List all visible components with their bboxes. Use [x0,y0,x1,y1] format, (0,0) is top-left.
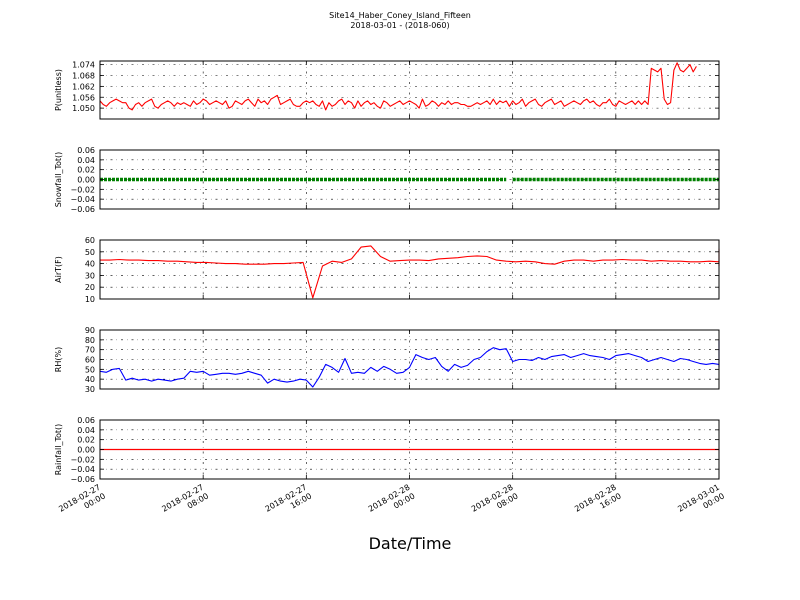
y-tick-label: 40 [85,375,95,384]
y-tick-label: 30 [85,385,95,394]
y-tick-label: 20 [85,283,95,292]
x-axis-label: Date/Time [368,534,452,553]
y-tick-label: −0.04 [70,465,95,474]
y-tick-label: 1.068 [72,72,95,81]
y-tick-label: 60 [85,236,95,245]
y-tick-label: 0.00 [77,446,95,455]
y-tick-label: −0.06 [70,205,95,214]
rainfall-panel: −0.06−0.04−0.020.000.020.040.06 Rainfall_… [54,416,720,484]
y-tick-label: 0.06 [77,416,95,425]
y-tick-label: −0.04 [70,195,95,204]
y-tick-label: 1.056 [72,93,95,102]
y-tick-label: 0.04 [77,156,95,165]
y-tick-label: 0.02 [77,166,95,175]
snowfall-panel: −0.06−0.04−0.020.000.020.040.06 Snowfall_… [54,146,720,214]
y-tick-label: −0.06 [70,475,95,484]
y-tick-label: 1.050 [72,104,95,113]
air-temp-panel: 10 20 30 40 50 60 AirT(F) [54,236,720,304]
y-tick-label: 80 [85,336,95,345]
y-tick-label: 30 [85,271,95,280]
y-tick-label: −0.02 [70,185,95,194]
y-axis-label: Snowfall_Tot() [54,152,63,208]
axes-frame [99,60,720,120]
y-tick-label: 40 [85,260,95,269]
y-tick-label: 50 [85,248,95,257]
y-tick-label: 10 [85,295,95,304]
y-tick-label: −0.02 [70,455,95,464]
y-tick-label: 70 [85,346,95,355]
y-tick-label: 0.06 [77,146,95,155]
y-tick-label: 1.062 [72,82,95,91]
axes-frame [99,239,720,300]
figure-subtitle: 2018-03-01 - (2018-060) [350,21,450,30]
y-tick-label: 0.04 [77,426,95,435]
y-axis-label: Rainfall_Tot() [54,424,63,476]
y-tick-label: 60 [85,356,95,365]
y-tick-label: 0.00 [77,176,95,185]
y-axis-label: P(unitless) [54,69,63,111]
series-line [99,62,697,111]
y-tick-label: 0.02 [77,436,95,445]
figure-title: Site14_Haber_Coney_Island_Fifteen [329,11,471,20]
y-axis-label: AirT(F) [54,256,63,283]
y-tick-label: 90 [85,326,95,335]
y-tick-label: 50 [85,365,95,374]
series-line [99,340,720,388]
y-axis-label: RH(%) [54,347,63,372]
y-tick-label: 1.074 [72,61,95,70]
